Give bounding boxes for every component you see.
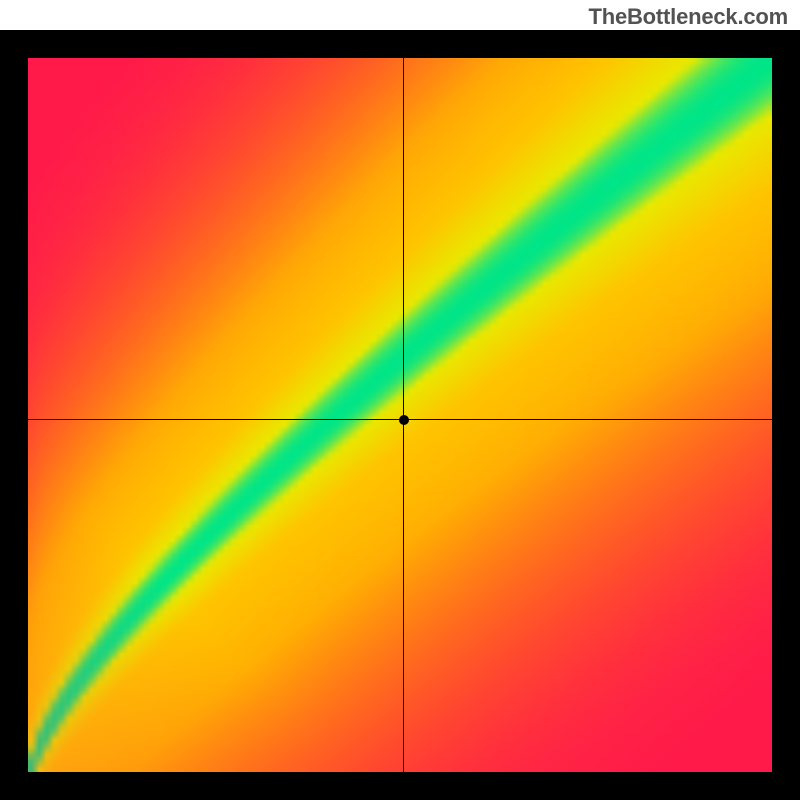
heatmap-plot — [28, 58, 772, 772]
frame-left — [0, 30, 28, 800]
frame-bottom — [0, 772, 800, 800]
crosshair-marker — [399, 415, 409, 425]
attribution-label: TheBottleneck.com — [588, 4, 788, 30]
frame-right — [772, 30, 800, 800]
frame-top — [0, 30, 800, 58]
chart-container: TheBottleneck.com — [0, 0, 800, 800]
